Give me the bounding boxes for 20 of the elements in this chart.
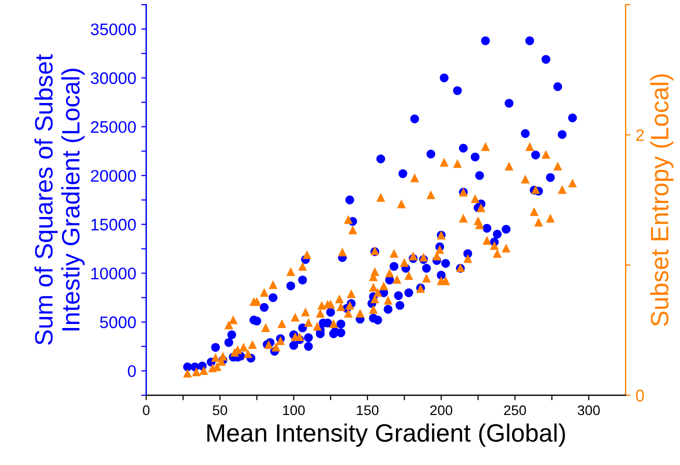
y-tick-label: 15000 — [91, 218, 136, 231]
x-axis-title: Mean Intensity Gradient (Global) — [207, 423, 565, 447]
y-tick-label: 20000 — [90, 170, 136, 182]
x-tick-label: 50 — [212, 405, 228, 416]
y-axis-title: Sum of Squares of Subset Intestiy Gradient (Local) — [34, 54, 85, 345]
x-tick-label: 200 — [430, 405, 452, 416]
y2-axis-title: Subset Entropy (Local) — [650, 74, 674, 326]
y-tick-label: 10000 — [91, 268, 136, 280]
y-tick-label: 25000 — [90, 121, 136, 133]
y-tick-label: 5000 — [100, 316, 136, 328]
x-tick-label: 100 — [283, 405, 305, 416]
x-tick-label: 150 — [356, 405, 379, 416]
y2-tick-label: 2 — [636, 129, 644, 141]
x-tick-label: 250 — [504, 405, 526, 416]
x-tick-label: 300 — [578, 405, 600, 416]
x-tick-label: 0 — [142, 405, 150, 416]
y-tick-label: 30000 — [90, 72, 136, 84]
y-tick-label: 0 — [128, 365, 136, 378]
y-tick-label: 35000 — [90, 23, 136, 36]
y2-tick-label: 0 — [636, 390, 644, 402]
